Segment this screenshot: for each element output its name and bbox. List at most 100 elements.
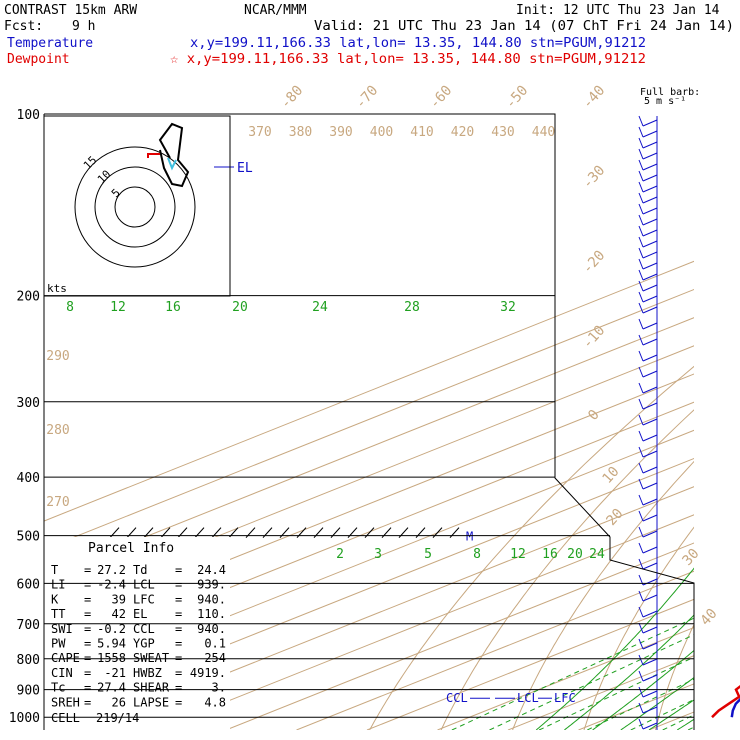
parcel-eq: = xyxy=(84,695,91,709)
hodograph-ring-10 xyxy=(94,166,176,248)
mixing-ratio-label: 20 xyxy=(567,547,583,562)
wind-barb-staff xyxy=(642,482,658,490)
parcel-value: 940. xyxy=(197,622,226,636)
isotherm xyxy=(155,514,694,730)
pressure-tick-label: 900 xyxy=(17,684,40,699)
wind-barb-staff xyxy=(642,295,658,303)
theta-label: 380 xyxy=(289,125,312,140)
parcel-value: 110. xyxy=(197,607,226,621)
mixing-ratio-line xyxy=(489,634,694,730)
sounding-series xyxy=(711,685,740,719)
wind-barb-flag xyxy=(638,192,644,204)
parcel-label: CIN xyxy=(51,666,73,680)
wind-barb-staff xyxy=(642,546,658,554)
hodograph: 15 10 5 kts xyxy=(43,115,231,297)
theta-label: 420 xyxy=(451,125,474,140)
wind-barb-staff xyxy=(642,498,658,506)
isotherm xyxy=(507,655,694,730)
hodograph-ring-15 xyxy=(74,146,196,268)
pressure-tick-label: 700 xyxy=(17,618,40,633)
init-time: Init: 12 UTC Thu 23 Jan 14 xyxy=(516,3,720,18)
parcel-label: SWI xyxy=(51,622,73,636)
parcel-value: -0.2 xyxy=(97,622,126,636)
wind-barb-staff xyxy=(642,284,658,292)
wind-barb-flag xyxy=(638,430,644,442)
isotherm xyxy=(296,570,694,730)
wind-barb-staff xyxy=(642,562,658,570)
moist-adiabat xyxy=(676,718,694,730)
isotherm xyxy=(44,345,694,607)
wind-barb-staff xyxy=(642,185,658,193)
parcel-eq: = xyxy=(84,622,91,636)
parcel-eq: = xyxy=(175,637,182,651)
fcst-label: Fcst: xyxy=(4,19,43,34)
isotherm-label: -60 xyxy=(427,83,456,113)
wind-barb-flag xyxy=(638,686,644,698)
wind-barb-staff xyxy=(642,610,658,618)
wind-barb-flag xyxy=(638,159,644,171)
wind-barb-flag xyxy=(638,126,644,138)
wind-barb-flag xyxy=(638,170,644,182)
wind-barb-staff xyxy=(642,370,658,378)
mixing-ratio-line xyxy=(630,699,694,730)
wind-barb-staff xyxy=(642,163,658,171)
wind-barb-flag xyxy=(638,181,644,193)
parcel-value: 254 xyxy=(204,651,226,665)
wind-barb-flag xyxy=(638,258,644,270)
org-label: NCAR/MMM xyxy=(244,3,307,18)
wind-barb-flag xyxy=(638,382,644,394)
mixing-ratio-label: 32 xyxy=(500,300,516,315)
theta-label: 370 xyxy=(248,125,271,140)
parcel-value: 3. xyxy=(212,681,226,695)
wind-barb-staff xyxy=(642,594,658,602)
pressure-tick-label: 800 xyxy=(17,653,40,668)
wind-barb-staff xyxy=(642,207,658,215)
wind-barb-flag xyxy=(638,558,644,570)
wind-barb-staff xyxy=(642,229,658,237)
header: CONTRAST 15km ARW NCAR/MMM Init: 12 UTC … xyxy=(4,3,734,107)
parcel-eq: = xyxy=(175,666,182,680)
mixing-ratio-label: 12 xyxy=(110,300,126,315)
isotherm xyxy=(44,457,694,719)
parcel-value: 1558 xyxy=(97,651,126,665)
pressure-tick-label: 100 xyxy=(17,108,40,123)
wind-barb-staff xyxy=(642,466,658,474)
hodograph-ring-5 xyxy=(114,186,156,228)
mixing-ratio-line xyxy=(538,656,694,730)
theta-label: 440 xyxy=(532,125,555,140)
mixing-ratio-label: 28 xyxy=(404,300,420,315)
wind-barb-staff xyxy=(642,674,658,682)
isotherm xyxy=(437,626,694,730)
parcel-value: 940. xyxy=(197,592,226,606)
model-title: CONTRAST 15km ARW xyxy=(4,3,137,18)
parcel-eq: = xyxy=(84,681,91,695)
hodograph-frame xyxy=(43,115,231,297)
wind-barb-staff xyxy=(642,434,658,442)
parcel-label: LI xyxy=(51,578,65,592)
parcel-info: Parcel Info T = 27.2 Td = 24.4 LI = -2.4 LCL = 939.… xyxy=(44,537,230,730)
parcel-label: YGP xyxy=(133,637,155,651)
wind-barb-flag xyxy=(638,494,644,506)
wind-barb-staff xyxy=(642,578,658,586)
mixing-ratio-label: 24 xyxy=(312,300,328,315)
parcel-eq: = xyxy=(175,681,182,695)
wind-barb-staff xyxy=(642,174,658,182)
dry-adiabat xyxy=(512,460,694,730)
wind-barb-flag xyxy=(638,148,644,160)
wind-barb-staff xyxy=(642,386,658,394)
wind-barb-flag xyxy=(638,526,644,538)
mixing-ratio-label: 2 xyxy=(336,547,344,562)
wind-barb-flag xyxy=(638,590,644,602)
wind-barb-staff xyxy=(642,218,658,226)
wind-barb-staff xyxy=(642,530,658,538)
parcel-eq: = xyxy=(84,637,91,651)
parcel-label: PW xyxy=(51,637,66,651)
wind-barb-staff xyxy=(642,141,658,149)
parcel-label: SREH xyxy=(51,695,80,709)
parcel-eq: = xyxy=(84,666,91,680)
hodograph-trace-cyan xyxy=(167,157,177,171)
parcel-cell-label: CELL xyxy=(51,711,80,725)
parcel-label: K xyxy=(51,592,59,606)
moist-adiabat xyxy=(564,614,694,730)
wind-barb-staff xyxy=(642,626,658,634)
